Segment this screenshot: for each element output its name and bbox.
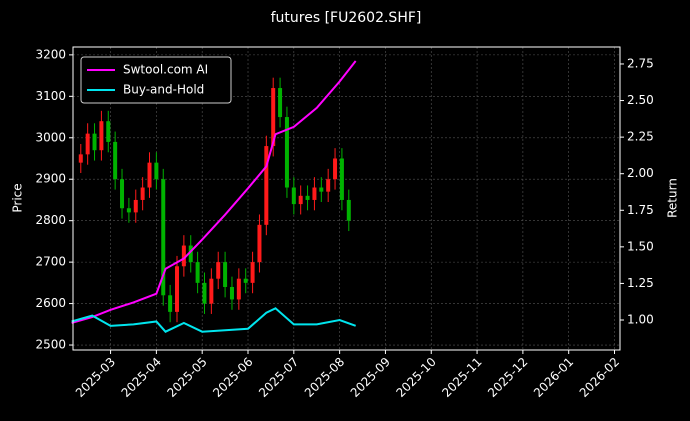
candle-body xyxy=(99,121,104,151)
candle-body xyxy=(154,162,159,180)
plot-frame xyxy=(72,46,621,351)
y2-tick-label: 2.00 xyxy=(627,166,654,180)
candle-body xyxy=(174,266,179,312)
chart-title: futures [FU2602.SHF] xyxy=(271,10,422,26)
legend: Swtool.com AI Buy-and-Hold xyxy=(80,56,232,104)
series-line xyxy=(71,60,357,324)
x-tick-label: 2025-06 xyxy=(210,355,255,400)
candle-body xyxy=(126,208,131,213)
x-tick-label: 2025-10 xyxy=(393,355,438,400)
candle-body xyxy=(195,262,200,283)
x-tick-label: 2025-11 xyxy=(439,355,484,400)
candle-body xyxy=(326,179,331,192)
candle-body xyxy=(257,224,262,263)
candle-body xyxy=(236,278,241,300)
legend-frame xyxy=(80,56,232,104)
candle-body xyxy=(181,245,186,267)
y2-tick-label: 1.50 xyxy=(627,239,654,253)
y-tick-label: 2600 xyxy=(35,296,66,310)
y2-tick-label: 1.00 xyxy=(627,313,654,327)
candle-body xyxy=(312,187,317,200)
candle-body xyxy=(229,286,234,300)
y2-tick-label: 2.75 xyxy=(627,56,654,70)
candle-body xyxy=(133,199,138,213)
candle-body xyxy=(216,262,221,279)
candle-body xyxy=(120,179,125,209)
y-tick-label: 3200 xyxy=(35,47,66,61)
candle-body xyxy=(284,117,289,188)
y2-tick-label: 2.25 xyxy=(627,130,654,144)
candle-body xyxy=(147,162,152,188)
candle-body xyxy=(113,141,118,180)
candle-body xyxy=(85,133,90,155)
x-tick-label: 2025-09 xyxy=(348,355,393,400)
candle-body xyxy=(202,282,207,304)
candle-body xyxy=(305,195,310,200)
x-tick-label: 2026-01 xyxy=(531,355,576,400)
y-tick-label: 3000 xyxy=(35,130,66,144)
x-tick-label: 2025-03 xyxy=(73,355,118,400)
x-tick-label: 2026-02 xyxy=(577,355,622,400)
candle-body xyxy=(78,154,83,163)
y-tick-label: 2900 xyxy=(35,172,66,186)
legend-label: Swtool.com AI xyxy=(123,63,208,77)
candle-body xyxy=(140,187,145,200)
x-tick-label: 2025-12 xyxy=(485,355,530,400)
candle-body xyxy=(92,133,97,151)
y2-tick-label: 1.25 xyxy=(627,276,654,290)
candle-body xyxy=(243,278,248,283)
legend-label: Buy-and-Hold xyxy=(123,83,204,97)
x-tick-label: 2025-08 xyxy=(302,355,347,400)
candle-body xyxy=(264,146,269,225)
y-tick-label: 3100 xyxy=(35,89,66,103)
candle-body xyxy=(161,179,166,296)
y-tick-label: 2700 xyxy=(35,255,66,269)
y2-tick-label: 1.75 xyxy=(627,203,654,217)
candle-body xyxy=(298,195,303,205)
candle-body xyxy=(223,262,228,287)
series-line xyxy=(71,307,357,333)
candle-body xyxy=(346,199,351,221)
candle-body xyxy=(291,187,296,205)
candle-body xyxy=(209,278,214,304)
y-tick-label: 2500 xyxy=(35,338,66,352)
candle-body xyxy=(188,245,193,263)
y-axis-label: Price xyxy=(11,183,25,212)
y2-tick-label: 2.50 xyxy=(627,93,654,107)
candle-body xyxy=(250,262,255,283)
y-tick-label: 2800 xyxy=(35,213,66,227)
candle-body xyxy=(278,88,283,118)
candle-body xyxy=(319,187,324,192)
candle-body xyxy=(339,158,344,200)
candle-body xyxy=(106,121,111,142)
y2-axis-label: Return xyxy=(666,178,680,218)
candle-body xyxy=(271,88,276,147)
candle-body xyxy=(333,158,338,180)
candle-body xyxy=(168,295,173,312)
x-tick-label: 2025-07 xyxy=(256,355,301,400)
x-tick-label: 2025-05 xyxy=(164,355,209,400)
x-tick-label: 2025-04 xyxy=(119,355,164,400)
